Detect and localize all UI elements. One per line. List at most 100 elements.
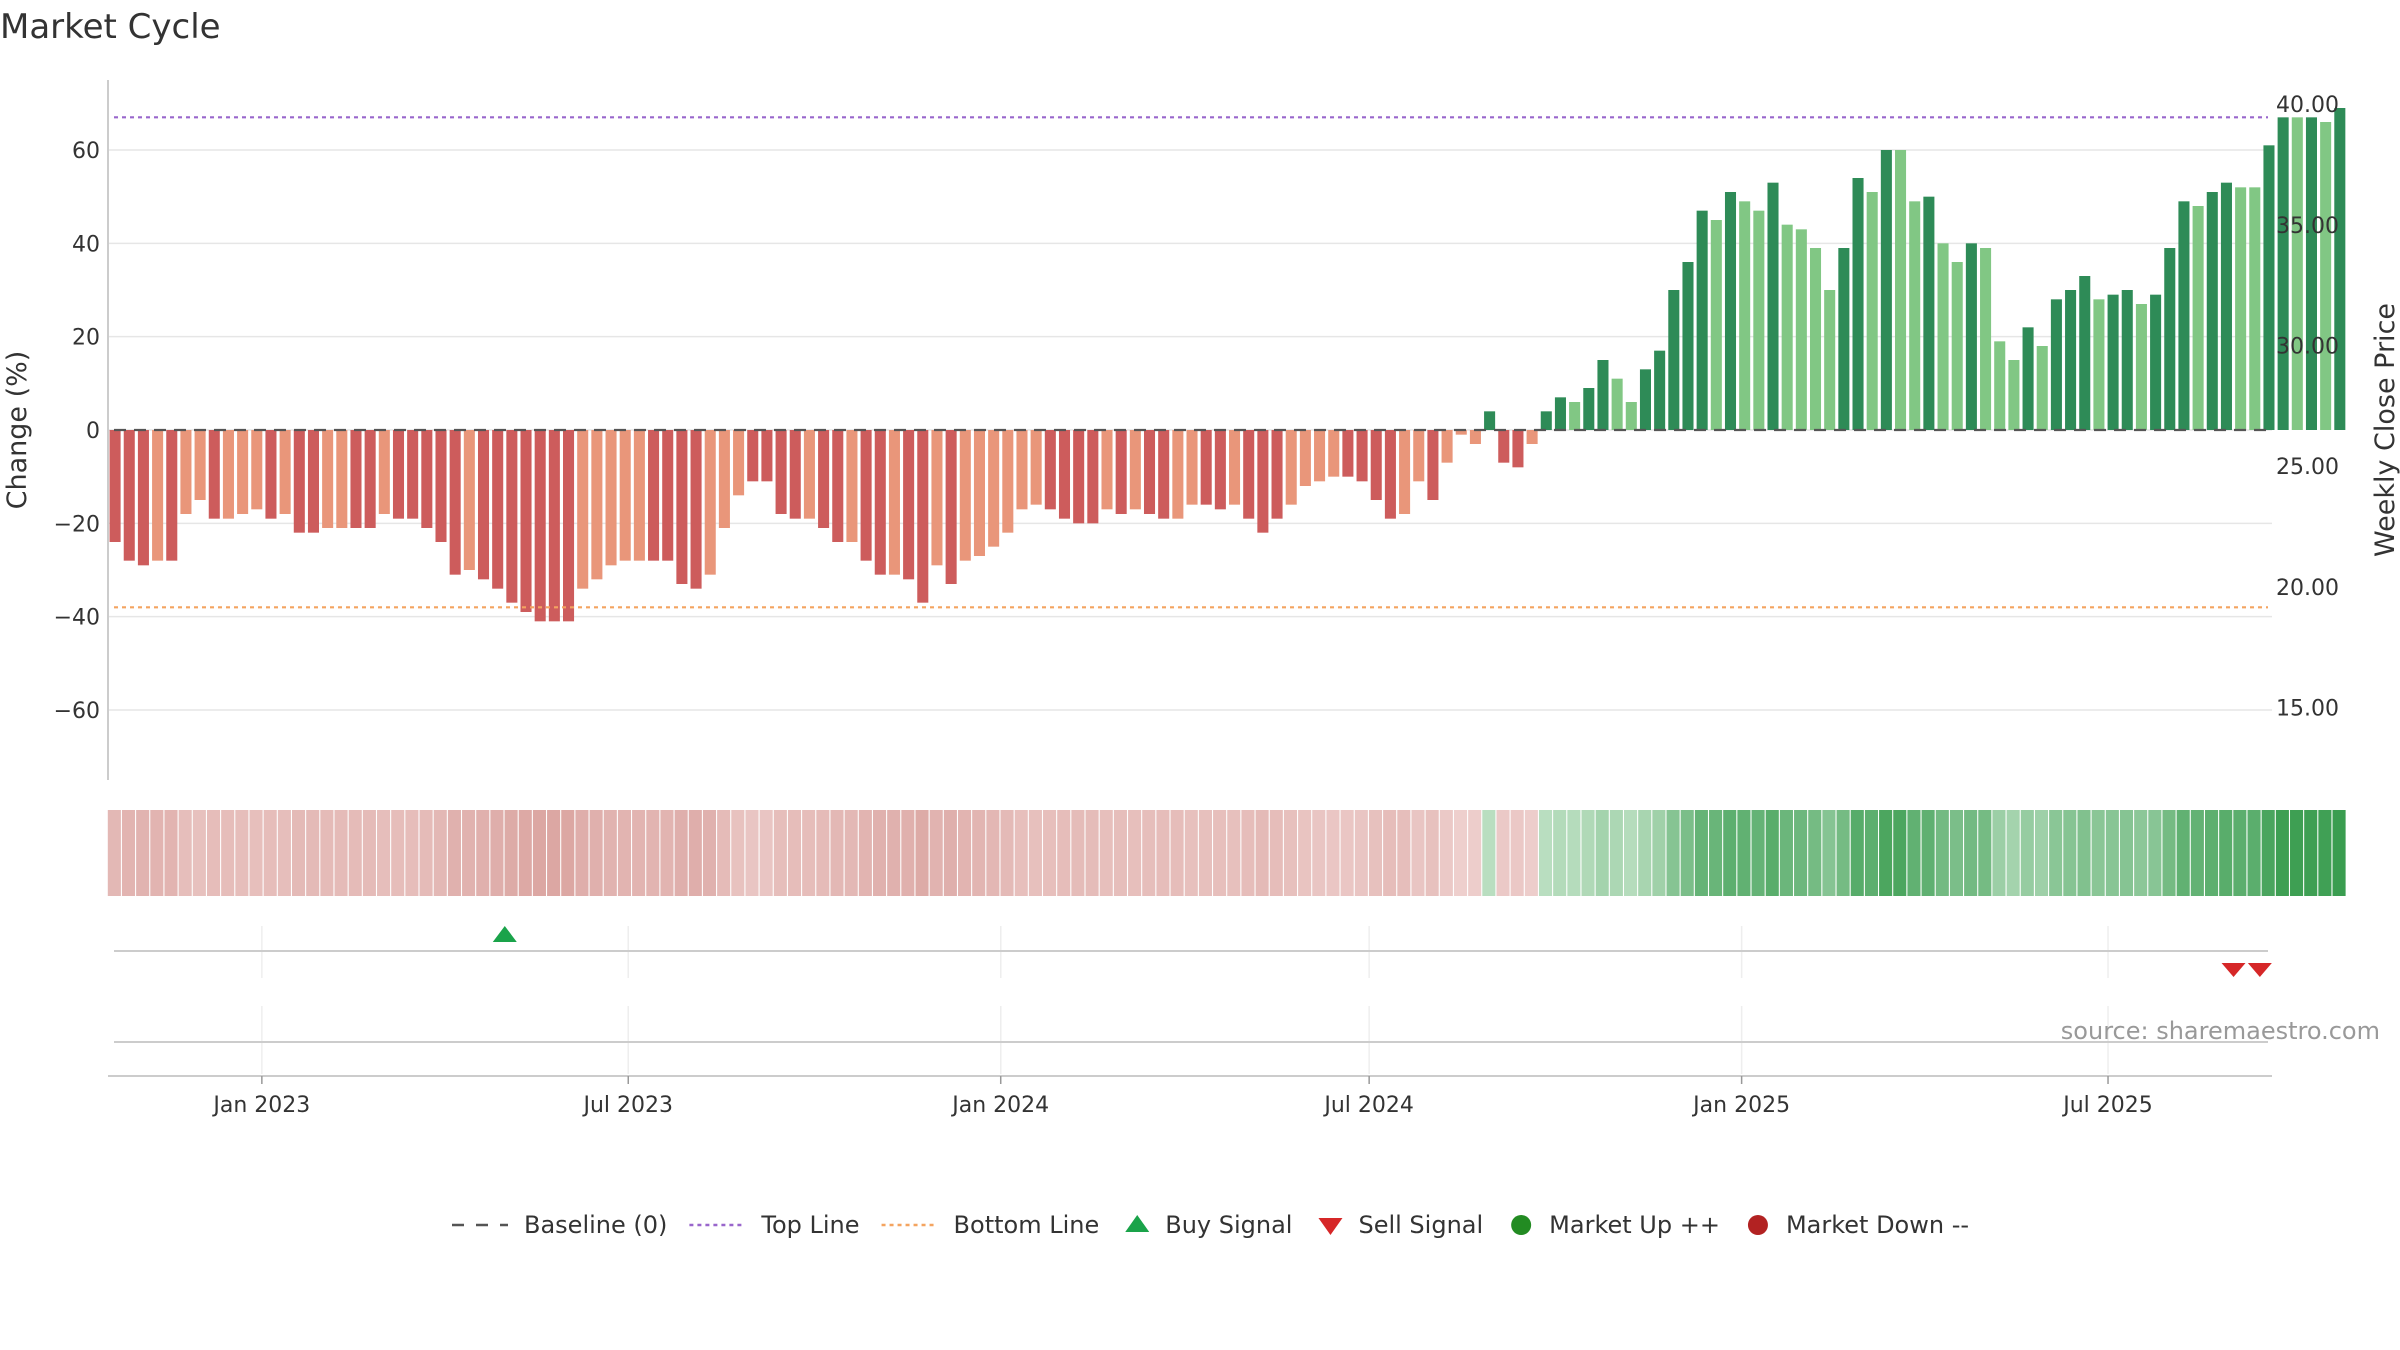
heat-cell: [1255, 810, 1269, 896]
legend-label: Buy Signal: [1165, 1211, 1292, 1239]
heat-cell: [1822, 810, 1836, 896]
x-axis-ticks: Jan 2023 Jul 2023 Jan 2024 Jul 2024 Jan 2025…: [108, 1075, 2272, 1118]
change-bar: [307, 430, 319, 533]
change-bar: [1484, 411, 1496, 430]
change-bar: [1569, 402, 1581, 430]
change-bar: [2121, 290, 2133, 430]
change-bar: [648, 430, 660, 561]
heat-cell: [745, 810, 759, 896]
heat-cell: [1935, 810, 1949, 896]
heat-cell: [1524, 810, 1538, 896]
change-bar: [1951, 262, 1963, 430]
heat-cell: [1624, 810, 1638, 896]
change-bar: [1016, 430, 1028, 510]
heat-cell: [462, 810, 476, 896]
legend-item-down: Market Down --: [1747, 1211, 1969, 1239]
heat-cell: [1765, 810, 1779, 896]
change-bar: [449, 430, 461, 575]
change-bar: [435, 430, 447, 542]
change-bar: [265, 430, 277, 519]
heat-cell: [2006, 810, 2020, 896]
heat-cell: [2219, 810, 2233, 896]
y-tick-label: 20: [72, 326, 100, 351]
heat-cell: [2275, 810, 2289, 896]
heat-cell: [1709, 810, 1723, 896]
change-bar: [1852, 178, 1864, 430]
change-bar: [1058, 430, 1071, 519]
heat-cell: [717, 810, 731, 896]
heat-cell: [575, 810, 589, 896]
change-bar: [1710, 220, 1722, 430]
legend-item-up: Market Up ++: [1511, 1211, 1720, 1239]
y2-tick-label: 25.00: [2276, 455, 2339, 480]
change-bar: [2022, 327, 2034, 430]
legend-sell-icon: [1318, 1218, 1343, 1235]
heat-cell: [731, 810, 745, 896]
change-bar: [2150, 294, 2162, 430]
change-bar: [818, 430, 830, 528]
heat-cell: [972, 810, 986, 896]
change-bar: [350, 430, 362, 528]
change-bar: [421, 430, 433, 528]
change-bar: [1654, 350, 1666, 430]
heat-cell: [1184, 810, 1198, 896]
axes: 60 40 20 0 −20 −40 −60 40.00 35.00 30.00 25.00 20.0…: [54, 80, 2339, 780]
heat-cell: [1907, 810, 1921, 896]
heat-cell: [1694, 810, 1708, 896]
change-bar: [477, 430, 490, 580]
heat-cell: [2063, 810, 2077, 896]
heat-cell: [1468, 810, 1482, 896]
change-bar: [364, 430, 376, 528]
change-bar: [1158, 430, 1170, 519]
change-bar: [959, 430, 971, 561]
heat-cell: [1354, 810, 1368, 896]
reference-lines: [114, 116, 2268, 609]
heat-cell: [1241, 810, 1255, 896]
change-bar: [2192, 206, 2204, 430]
change-bar: [917, 430, 929, 603]
y-tick-label: −60: [54, 699, 100, 724]
change-bar: [194, 430, 206, 500]
change-bar: [988, 430, 1000, 547]
heat-cell: [1482, 810, 1496, 896]
heat-cell: [1043, 810, 1057, 896]
heat-cell: [2134, 810, 2148, 896]
heat-cell: [192, 810, 206, 896]
legend-label: Baseline (0): [524, 1211, 667, 1239]
heat-cell: [263, 810, 277, 896]
change-bar: [1030, 430, 1042, 505]
change-bar: [789, 430, 801, 519]
heat-cell: [292, 810, 306, 896]
heat-cell: [518, 810, 532, 896]
change-bar: [1639, 369, 1651, 430]
heat-cell: [1425, 810, 1439, 896]
change-bar: [1980, 248, 1992, 430]
legend-label: Market Down --: [1786, 1211, 1969, 1239]
change-bar: [1229, 430, 1241, 505]
change-bar: [2107, 294, 2119, 430]
heat-cell: [362, 810, 376, 896]
heat-cell: [2105, 810, 2119, 896]
change-bar: [1937, 243, 1949, 430]
heat-cell: [2318, 810, 2332, 896]
heat-cell: [773, 810, 787, 896]
heat-cell: [674, 810, 688, 896]
heat-cell: [1794, 810, 1808, 896]
heat-cell: [334, 810, 348, 896]
change-bar: [577, 430, 589, 589]
change-bar: [1880, 150, 1892, 430]
legend-item-top: Top Line: [689, 1211, 860, 1239]
change-bar: [2164, 248, 2176, 430]
change-bar: [1399, 430, 1411, 514]
heat-cell: [1879, 810, 1893, 896]
legend-label: Bottom Line: [954, 1211, 1100, 1239]
heat-cell: [1737, 810, 1751, 896]
heat-cell: [1964, 810, 1978, 896]
change-bar: [378, 430, 390, 514]
change-bar: [846, 430, 858, 542]
change-bar: [506, 430, 518, 603]
source-note: source: sharemaestro.com: [2061, 1017, 2380, 1045]
change-bar: [718, 430, 730, 528]
change-bar: [690, 430, 702, 589]
heat-cell: [1808, 810, 1822, 896]
